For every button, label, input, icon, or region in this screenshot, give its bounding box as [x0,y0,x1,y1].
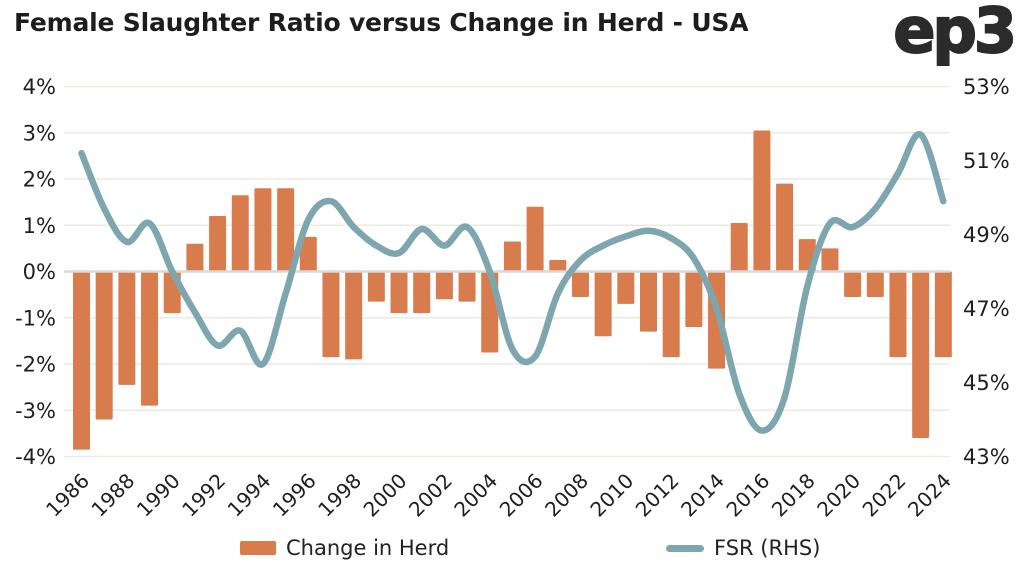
y-axis-label-left: 4% [23,75,56,99]
bar [526,206,544,272]
legend-item-change-in-herd: Change in Herd [240,533,449,563]
y-axis-label-left: -3% [15,399,56,423]
x-axis-label: 2024 [903,469,956,522]
x-axis-label: 2012 [631,469,684,522]
x-axis-label: 2016 [721,469,774,522]
legend: Change in Herd FSR (RHS) [0,533,1024,565]
bar [458,271,476,302]
bar [844,271,862,297]
bar [594,271,612,337]
x-axis-label: 1990 [132,469,185,522]
x-axis-label: 2018 [767,469,820,522]
bar [912,271,930,438]
x-axis-label: 2006 [495,469,548,522]
y-axis-label-right: 49% [963,223,1010,247]
bar [866,271,884,297]
bar [435,271,453,300]
y-axis-label-left: 3% [23,121,56,145]
bar [753,130,771,272]
bar [254,188,272,272]
y-axis-label-left: -2% [15,353,56,377]
page-title: Female Slaughter Ratio versus Change in … [14,8,749,37]
bar [776,183,794,272]
bar [571,271,589,297]
bar [186,243,204,272]
legend-label-fsr: FSR (RHS) [714,536,821,560]
bar [277,188,295,272]
y-axis-label-right: 45% [963,371,1010,395]
bar [73,271,90,450]
x-axis-label: 2010 [585,469,638,522]
x-axis-label: 2000 [359,469,412,522]
bar [209,216,227,272]
x-axis-label: 2014 [676,469,729,522]
bar [413,271,431,314]
bar [503,241,521,272]
bar [345,271,363,360]
y-axis-label-left: -4% [15,445,56,469]
x-axis-label: 1998 [313,469,366,522]
bar [118,271,136,385]
bar [390,271,408,314]
fsr-line [78,131,947,434]
bar [367,271,385,302]
legend-label-change-in-herd: Change in Herd [286,536,450,560]
x-axis-label: 1988 [86,469,139,522]
x-axis-label: 1986 [41,469,94,522]
bar-series-swatch-icon [240,541,276,555]
bar [730,222,748,272]
x-axis-label: 2002 [404,469,457,522]
bar [231,195,249,272]
bar [889,271,907,358]
bar [617,271,635,304]
bar [141,271,159,406]
y-axis-label-right: 47% [963,297,1010,321]
y-axis-label-left: 2% [23,168,56,192]
bar [640,271,657,332]
x-axis-label: 2004 [449,469,502,522]
bar [549,259,567,272]
y-axis-label-left: 0% [23,260,56,284]
bar [662,271,680,358]
bar [299,236,317,272]
x-axis-label: 2022 [858,469,911,522]
chart-canvas: 4% 3% 2% 1% 0% -1% -2% -3% -4% 53% 51% 49% 47% 45% 43%… [15,75,1010,522]
legend-item-fsr: FSR (RHS) [666,533,820,563]
bar [934,271,952,358]
bar [95,271,113,420]
bar [821,248,839,272]
x-axis-label: 1996 [268,469,321,522]
bar [685,271,703,327]
y-axis-label-left: -1% [15,306,56,330]
x-axis-label: 1992 [177,469,230,522]
x-axis-label: 2020 [812,469,865,522]
line-series-swatch-icon [666,544,704,552]
y-axis-label-right: 43% [963,445,1010,469]
brand-logo: ep3 [892,0,1018,68]
y-axis-label-right: 53% [963,75,1010,99]
y-axis-label-left: 1% [23,214,56,238]
x-axis-label: 2008 [540,469,593,522]
bar [322,271,340,358]
x-axis-label: 1994 [223,469,276,522]
y-axis-label-right: 51% [963,149,1010,173]
